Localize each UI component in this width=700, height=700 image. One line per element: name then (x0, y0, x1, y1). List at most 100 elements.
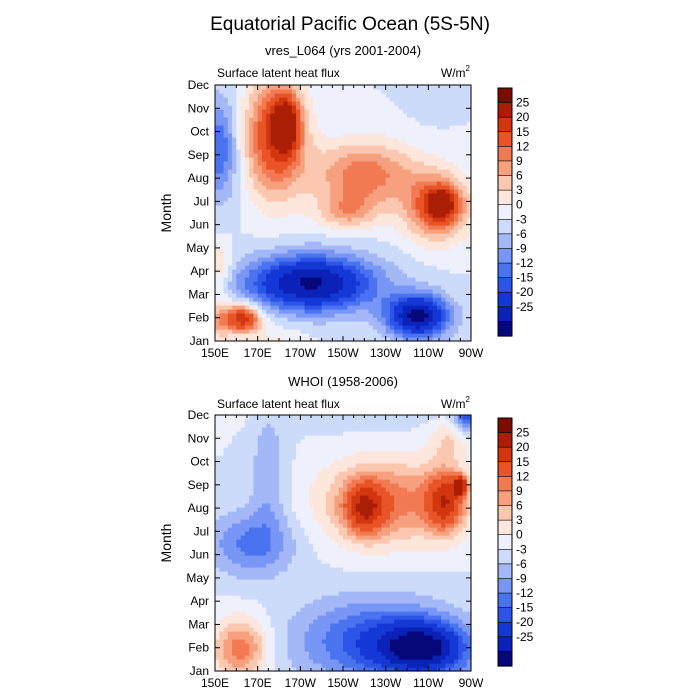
heatmap-cell (424, 269, 429, 274)
heatmap-cell (381, 185, 387, 190)
heatmap-cell (215, 647, 220, 652)
heatmap-cell (368, 663, 374, 668)
heatmap-cell (445, 297, 451, 302)
heatmap-cell (381, 169, 387, 174)
heatmap-cell (360, 205, 365, 210)
heatmap-cell (227, 647, 233, 652)
heatmap-cell (244, 93, 250, 98)
heatmap-cell (338, 281, 344, 286)
heatmap-cell (223, 321, 229, 326)
heatmap-cell (381, 181, 387, 186)
heatmap-cell (372, 249, 378, 254)
heatmap-cell (398, 619, 404, 624)
heatmap-cell (411, 129, 417, 134)
heatmap-cell (330, 89, 336, 94)
heatmap-cell (389, 181, 395, 186)
heatmap-cell (377, 173, 382, 178)
heatmap-cell (321, 643, 327, 648)
heatmap-cell (419, 229, 425, 234)
heatmap-cell (338, 261, 344, 266)
heatmap-cell (453, 129, 459, 134)
heatmap-cell (385, 169, 391, 174)
heatmap-cell (453, 221, 459, 226)
heatmap-cell (432, 113, 438, 118)
heatmap-cell (351, 145, 357, 150)
heatmap-cell (398, 97, 404, 102)
heatmap-cell (330, 137, 336, 142)
heatmap-cell (287, 655, 293, 660)
heatmap-cell (466, 197, 472, 202)
heatmap-cell (253, 161, 259, 166)
heatmap-cell (279, 149, 284, 154)
heatmap-cell (308, 257, 314, 262)
heatmap-cell (317, 205, 323, 210)
heatmap-cell (466, 101, 472, 106)
heatmap-cell (253, 245, 259, 250)
heatmap-cell (321, 181, 327, 186)
heatmap-cell (257, 185, 263, 190)
heatmap-cell (219, 205, 225, 210)
heatmap-cell (394, 161, 400, 166)
heatmap-cell (338, 647, 344, 652)
heatmap-cell (432, 173, 438, 178)
heatmap-cell (394, 289, 400, 294)
heatmap-cell (227, 257, 233, 262)
heatmap-cell (304, 145, 310, 150)
heatmap-cell (261, 257, 267, 262)
heatmap-cell (270, 161, 276, 166)
heatmap-cell (283, 655, 289, 660)
heatmap-cell (279, 229, 284, 234)
heatmap-cell (270, 639, 276, 644)
heatmap-cell (232, 659, 237, 664)
heatmap-cell (411, 257, 417, 262)
heatmap-cell (338, 197, 344, 202)
heatmap-cell (317, 281, 323, 286)
heatmap-cell (244, 153, 250, 158)
heatmap-cell (428, 313, 434, 318)
heatmap-cell (244, 623, 250, 628)
heatmap-cell (462, 261, 468, 266)
y-tick-label: May (186, 241, 209, 255)
heatmap-cell (428, 261, 434, 266)
heatmap-cell (343, 189, 348, 194)
heatmap-cell (270, 121, 276, 126)
heatmap-cell (249, 197, 254, 202)
heatmap-cell (215, 205, 220, 210)
heatmap-cell (415, 265, 421, 270)
heatmap-cell (453, 229, 459, 234)
heatmap-cell (304, 333, 310, 338)
heatmap-cell (402, 663, 408, 668)
heatmap-cell (291, 615, 297, 620)
heatmap-cell (257, 599, 263, 604)
heatmap-cell (300, 281, 306, 286)
heatmap-cell (407, 277, 412, 282)
heatmap-cell (453, 177, 459, 182)
heatmap-cell (389, 285, 395, 290)
heatmap-cell (407, 177, 412, 182)
heatmap-cell (407, 217, 412, 222)
heatmap-cell (313, 141, 318, 146)
heatmap-cell (249, 185, 254, 190)
heatmap-cell (287, 241, 293, 246)
heatmap-cell (385, 173, 391, 178)
heatmap-cell (300, 209, 306, 214)
heatmap-cell (449, 217, 455, 222)
heatmap-cell (325, 201, 331, 206)
heatmap-cell (445, 611, 451, 616)
heatmap-cell (227, 631, 233, 636)
heatmap-cell (257, 205, 263, 210)
heatmap-cell (283, 317, 289, 322)
heatmap-cell (360, 177, 365, 182)
heatmap-cell (325, 197, 331, 202)
heatmap-cell (466, 329, 472, 334)
heatmap-cell (415, 217, 421, 222)
heatmap-cell (219, 105, 225, 110)
heatmap-cell (219, 125, 225, 130)
heatmap-cell (215, 325, 220, 330)
heatmap-cell (257, 603, 263, 608)
heatmap-cell (236, 157, 242, 162)
heatmap-cell (364, 89, 370, 94)
heatmap-cell (308, 133, 314, 138)
heatmap-cell (372, 623, 378, 628)
heatmap-cell (279, 651, 284, 656)
